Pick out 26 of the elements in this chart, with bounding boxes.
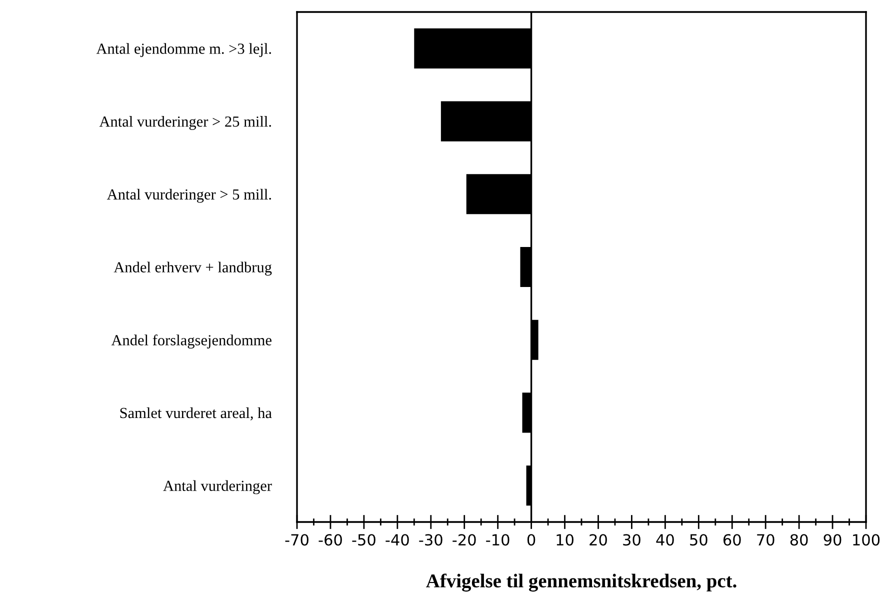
x-tick-label: -40 bbox=[386, 534, 409, 546]
x-tick-label: -10 bbox=[486, 534, 510, 546]
x-tick-label: 20 bbox=[590, 534, 607, 546]
x-tick-label: 30 bbox=[623, 534, 640, 546]
x-tick-label: 60 bbox=[723, 534, 741, 546]
y-tick-label: Antal vurderinger > 25 mill. bbox=[99, 116, 271, 130]
y-tick-label: Antal ejendomme m. >3 lejl. bbox=[96, 43, 271, 57]
y-tick-label: Antal vurderinger bbox=[163, 480, 272, 494]
y-tick-label: Andel forslagsejendomme bbox=[111, 334, 272, 349]
x-tick-label: -70 bbox=[285, 534, 308, 546]
y-tick-label: Antal vurderinger > 5 mill. bbox=[106, 188, 271, 203]
x-tick-label: -60 bbox=[318, 534, 342, 546]
x-tick-label: 40 bbox=[656, 534, 674, 546]
x-axis-title: Afvigelse til gennemsnitskredsen, pct. bbox=[426, 574, 736, 592]
x-tick-label: 80 bbox=[790, 534, 808, 546]
x-tick-label: 10 bbox=[556, 534, 574, 546]
y-tick-label: Andel erhverv + landbrug bbox=[114, 262, 272, 276]
x-tick-label: 90 bbox=[824, 534, 842, 546]
x-tick-label: -50 bbox=[352, 534, 376, 546]
x-tick-label: -30 bbox=[419, 534, 442, 546]
x-tick-label: 0 bbox=[527, 534, 536, 546]
x-tick-label: 70 bbox=[757, 534, 774, 546]
x-tick-label: 50 bbox=[690, 534, 708, 546]
x-tick-label: 100 bbox=[853, 534, 880, 546]
x-tick-label: -20 bbox=[452, 534, 476, 546]
y-tick-label: Samlet vurderet areal, ha bbox=[120, 407, 272, 420]
